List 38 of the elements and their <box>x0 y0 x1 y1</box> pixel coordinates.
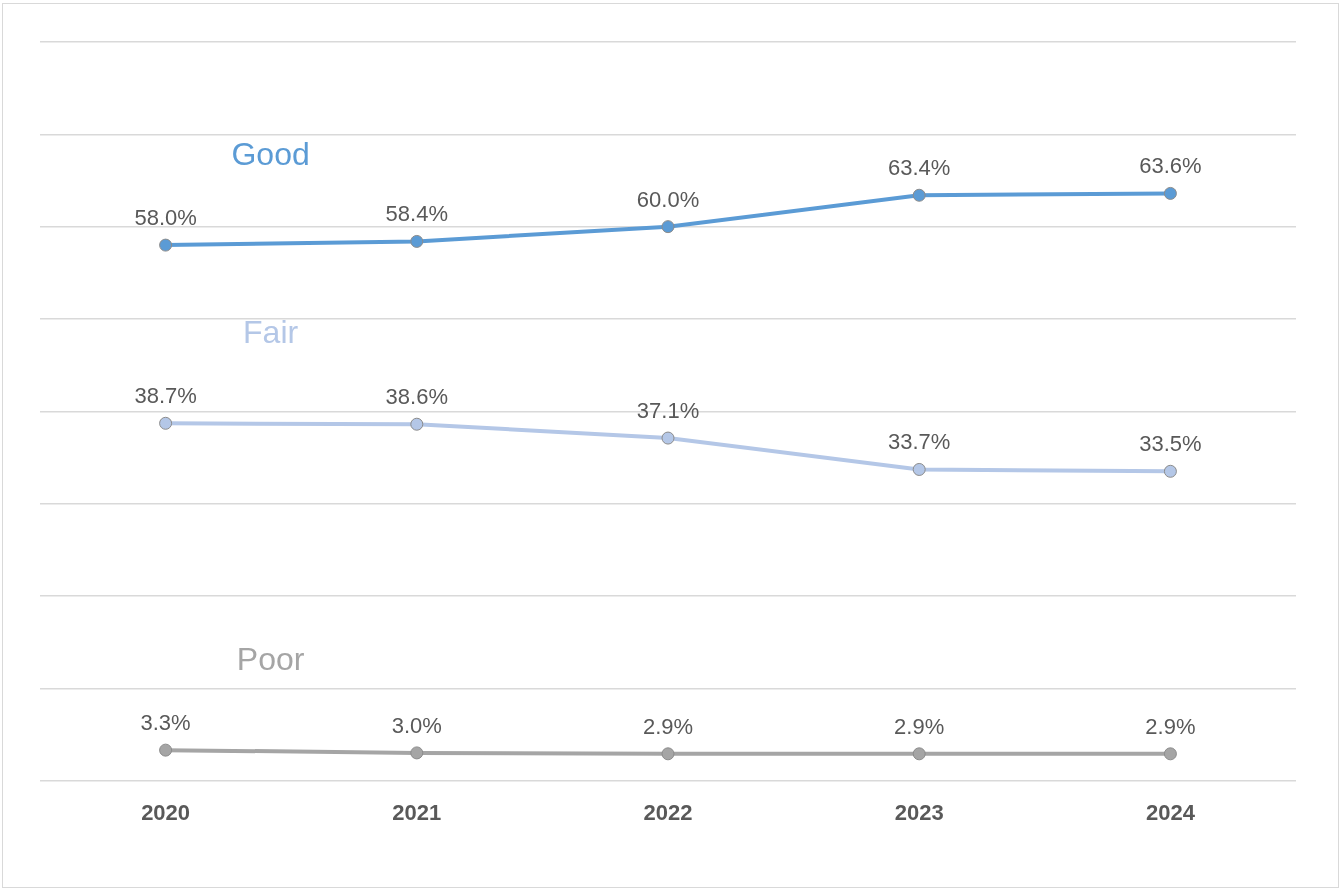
point <box>912 747 926 761</box>
point <box>1163 464 1177 478</box>
x-tick-label: 2020 <box>141 799 191 825</box>
data-label: 3.3% <box>140 710 191 736</box>
point <box>159 416 173 430</box>
data-label: 2.9% <box>894 713 945 739</box>
data-label: 63.4% <box>888 155 951 181</box>
data-label: 2.9% <box>1145 713 1196 739</box>
data-label: 3.0% <box>391 712 442 738</box>
data-label: 2.9% <box>642 713 694 739</box>
x-tick-label: 2021 <box>392 799 442 825</box>
point <box>410 746 424 760</box>
data-label: 33.7% <box>888 429 951 455</box>
data-label: 38.7% <box>134 383 197 409</box>
point <box>159 743 173 757</box>
x-tick-label: 2022 <box>643 799 693 825</box>
point <box>912 188 926 202</box>
data-label: 33.5% <box>1139 431 1202 457</box>
point <box>661 747 675 761</box>
data-label: 63.6% <box>1139 153 1202 179</box>
data-label: 38.6% <box>385 384 448 410</box>
point <box>410 417 424 431</box>
point <box>912 462 926 476</box>
point <box>661 220 675 234</box>
data-label: 37.1% <box>636 398 700 424</box>
text: Poor <box>236 641 305 678</box>
data-label: 60.0% <box>636 186 700 212</box>
point <box>661 431 675 445</box>
point <box>159 238 173 252</box>
data-label: 58.4% <box>385 201 448 227</box>
text: Good <box>231 136 310 173</box>
x-tick-label: 2023 <box>894 799 944 825</box>
point <box>410 234 424 248</box>
point <box>1163 747 1177 761</box>
point <box>1163 186 1177 200</box>
x-tick-label: 2024 <box>1145 799 1196 825</box>
data-label: 58.0% <box>134 205 197 231</box>
text: Fair <box>243 314 299 351</box>
